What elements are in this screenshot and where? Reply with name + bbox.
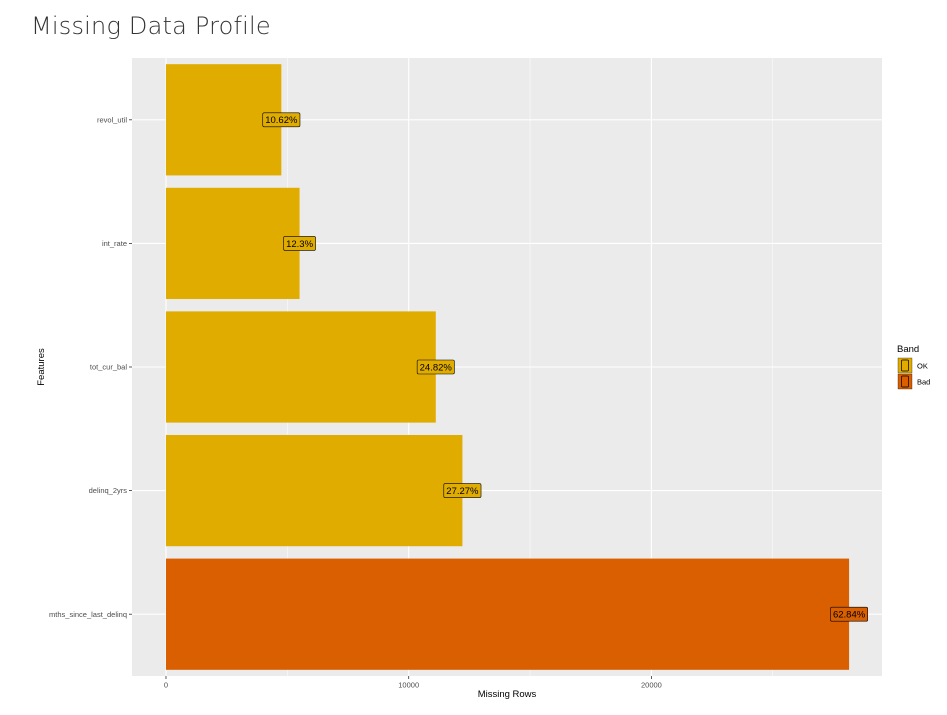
data-label-text: 12.3% [286, 239, 313, 250]
legend-key-label-glyph [901, 359, 909, 372]
y-tick-label: delinq_2yrs [89, 486, 128, 495]
axes: 0 10000 20000 revol_util int_rate tot_cur_bal… [49, 115, 662, 689]
data-label: 12.3% [283, 236, 316, 251]
y-tick-label: int_rate [102, 239, 127, 248]
y-tick-label: tot_cur_bal [90, 363, 127, 372]
data-label-text: 27.27% [446, 486, 479, 497]
legend-title: Band [897, 344, 919, 355]
legend-item-ok: OK [897, 357, 928, 374]
data-label: 62.84% [830, 606, 869, 622]
legend-item-bad: Bad [897, 373, 930, 390]
bar-mths_since_last_delinq [165, 558, 850, 670]
y-tick-label: revol_util [97, 115, 127, 124]
bars [165, 64, 850, 670]
data-label-box [830, 606, 869, 622]
y-axis-title: Features [36, 348, 47, 386]
data-label-text: 62.84% [833, 610, 866, 621]
x-tick-label: 20000 [641, 681, 662, 690]
bar-revol_util [165, 64, 282, 176]
legend-key-label-glyph [901, 375, 909, 388]
data-labels: 10.62% 12.3% 24.82% 27.27% 62.84% [262, 112, 869, 622]
data-label-text: 24.82% [420, 362, 453, 373]
data-label-box [283, 236, 316, 251]
legend-label: Bad [917, 378, 930, 387]
bar-tot_cur_bal [165, 311, 436, 423]
legend-label: OK [917, 362, 928, 371]
page-title: Missing Data Profile [31, 12, 271, 40]
x-axis-title: Missing Rows [478, 689, 537, 700]
bar-delinq_2yrs [165, 434, 463, 547]
data-label: 27.27% [443, 483, 482, 498]
data-label-text: 10.62% [265, 115, 298, 126]
legend: Band OK Bad [897, 344, 930, 390]
x-tick-label: 10000 [398, 681, 419, 690]
data-label-box [262, 112, 301, 128]
x-tick-label: 0 [164, 681, 168, 690]
data-label: 10.62% [262, 112, 301, 128]
data-label: 24.82% [416, 359, 455, 375]
data-label-box [443, 483, 482, 498]
y-tick-label: mths_since_last_delinq [49, 610, 127, 619]
bar-int_rate [165, 187, 300, 300]
data-label-box [416, 359, 455, 375]
